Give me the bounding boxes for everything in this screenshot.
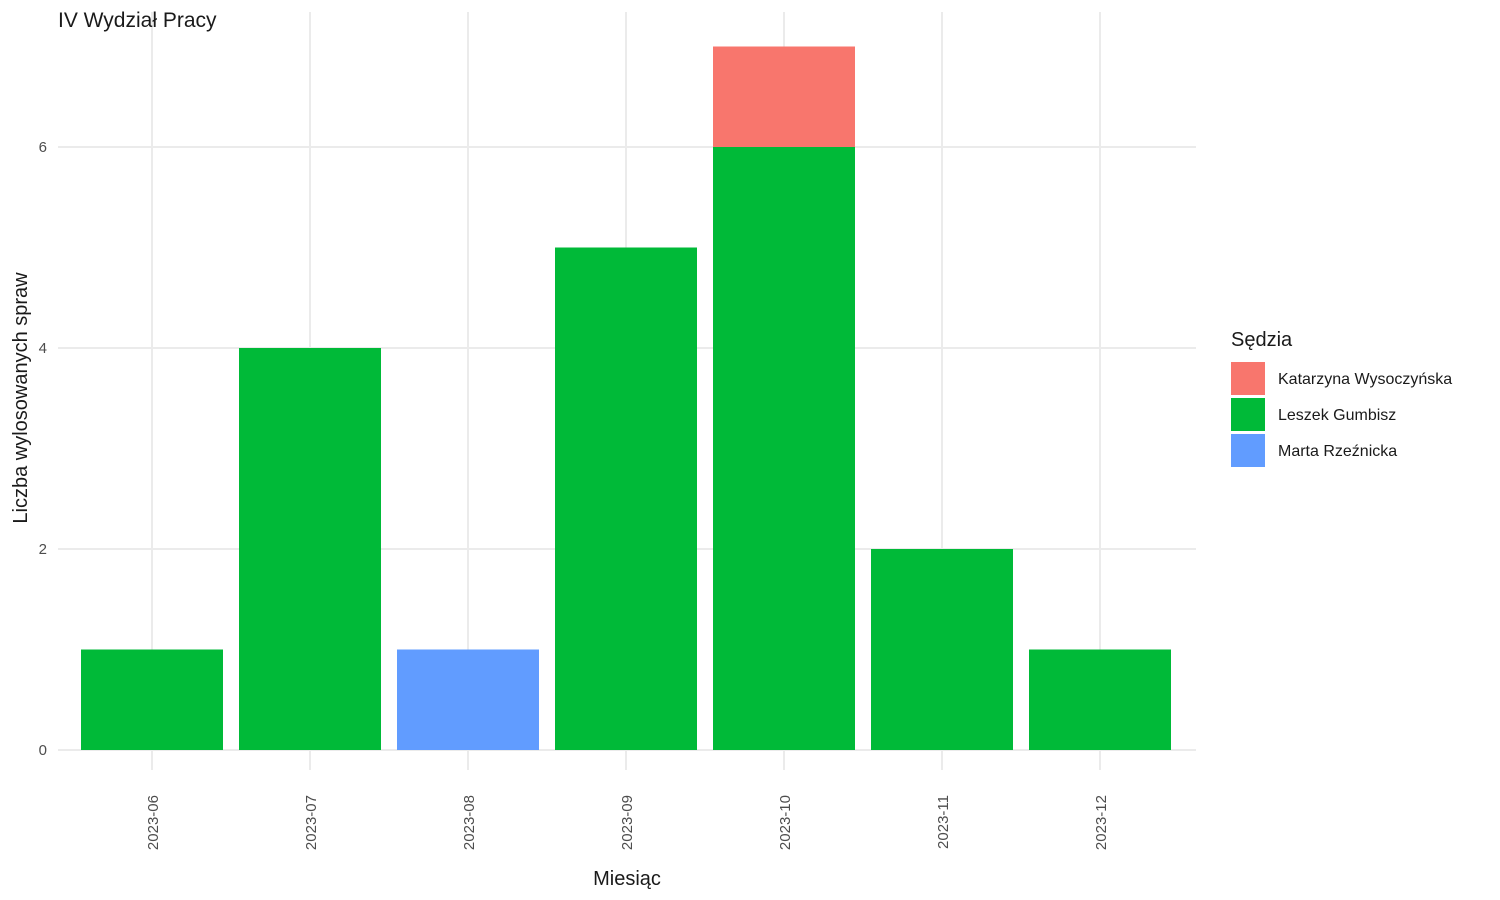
y-tick-label: 0 bbox=[39, 742, 47, 759]
bar-2023-07-leszek-gumbisz bbox=[239, 348, 381, 750]
chart-title: IV Wydział Pracy bbox=[58, 9, 217, 32]
y-tick-label: 4 bbox=[39, 340, 47, 357]
x-tick-label: 2023-10 bbox=[777, 795, 794, 850]
legend-label: Marta Rzeźnicka bbox=[1278, 443, 1397, 460]
legend-title: Sędzia bbox=[1231, 329, 1293, 351]
x-tick-label: 2023-07 bbox=[303, 795, 320, 850]
legend-label: Leszek Gumbisz bbox=[1278, 407, 1396, 424]
bar-2023-09-leszek-gumbisz bbox=[555, 247, 697, 750]
bars bbox=[81, 46, 1171, 750]
y-tick-label: 2 bbox=[39, 541, 47, 558]
legend-swatch bbox=[1231, 434, 1265, 467]
x-tick-label: 2023-09 bbox=[619, 795, 636, 850]
bar-2023-10-leszek-gumbisz bbox=[713, 147, 855, 750]
y-axis-title: Liczba wylosowanych spraw bbox=[10, 272, 32, 524]
bar-2023-11-leszek-gumbisz bbox=[871, 549, 1013, 750]
bar-2023-12-leszek-gumbisz bbox=[1029, 649, 1171, 750]
y-tick-label: 6 bbox=[39, 139, 47, 156]
y-axis-ticks: 0 2 4 6 bbox=[39, 139, 47, 759]
legend-swatch bbox=[1231, 362, 1265, 395]
bar-2023-10-katarzyna-wysoczyńska bbox=[713, 46, 855, 147]
legend: Sędzia Katarzyna Wysoczyńska Leszek Gumbi… bbox=[1231, 329, 1452, 467]
x-tick-label: 2023-06 bbox=[145, 795, 162, 850]
legend-swatch bbox=[1231, 398, 1265, 431]
x-tick-label: 2023-11 bbox=[935, 795, 952, 849]
bar-2023-08-marta-rzeźnicka bbox=[397, 649, 539, 750]
x-axis-title: Miesiąc bbox=[593, 868, 661, 890]
legend-label: Katarzyna Wysoczyńska bbox=[1278, 371, 1452, 388]
bar-2023-06-leszek-gumbisz bbox=[81, 649, 223, 750]
x-tick-label: 2023-12 bbox=[1093, 795, 1110, 850]
x-tick-label: 2023-08 bbox=[461, 795, 478, 850]
x-axis-ticks: 2023-06 2023-07 2023-08 2023-09 2023-10 2023-… bbox=[145, 795, 1110, 850]
